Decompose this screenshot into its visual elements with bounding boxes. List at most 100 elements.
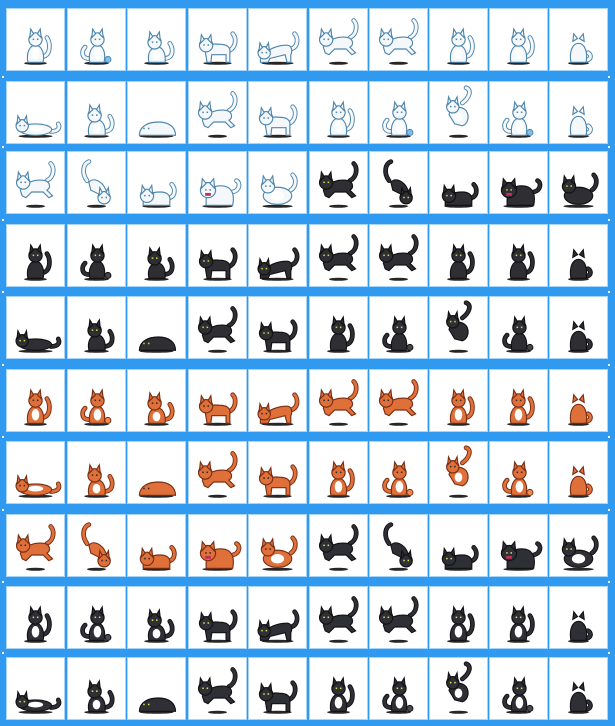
sprite-cell-orange-leap [6, 514, 65, 577]
sprite-cell-orange-walk [248, 441, 307, 504]
cat-sprite [327, 676, 355, 714]
sprite-cell-tuxedo-sit-ball [489, 657, 548, 720]
cat-sprite [507, 243, 535, 281]
cat-sprite [198, 247, 238, 281]
sprite-cell-black-loaf [127, 296, 186, 359]
sprite-cell-black-sit-side [489, 224, 548, 287]
sprite-cell-tuxedo-walk [188, 586, 247, 649]
cat-sprite [383, 159, 413, 208]
cat-sprite [24, 388, 52, 426]
cat-sprite [447, 27, 475, 65]
sprite-cell-orange-sit-back [549, 369, 608, 432]
cat-sprite [258, 464, 298, 498]
sprite-cell-black-spin [429, 296, 488, 359]
sprite-cell-white-walk [248, 81, 307, 144]
sprite-cell-white-loaf [127, 81, 186, 144]
sprite-cell-orange-crouch [127, 514, 186, 577]
sprite-cell-tuxedo-walk [248, 657, 307, 720]
sprite-cell-orange-sit-back [549, 441, 608, 504]
cat-sprite [568, 393, 593, 426]
cat-sprite [446, 661, 472, 714]
cat-sprite [24, 27, 52, 65]
sprite-cell-tuxedo-stretch [248, 586, 307, 649]
sprite-cell-black-hiss [489, 151, 548, 214]
sprite-cell-white-jump [309, 8, 368, 71]
sprite-cell-black-sit-tall [6, 224, 65, 287]
sprite-cell-white-sit-play [67, 8, 126, 71]
sprite-cell-tuxedo-lie-belly [6, 657, 65, 720]
cat-sprite [446, 300, 472, 353]
cat-sprite [197, 451, 238, 498]
cat-sprite [198, 609, 238, 643]
sprite-cell-black-sit-back [549, 296, 608, 359]
sprite-cell-orange-jump [309, 369, 368, 432]
cat-sprite [446, 445, 472, 498]
sprite-cell-black-sit-tail [67, 296, 126, 359]
sprite-cell-black-sit-ball [489, 296, 548, 359]
cat-sprite [260, 535, 298, 571]
cat-sprite [81, 159, 111, 208]
sprite-cell-white-sit-tail [67, 81, 126, 144]
cat-sprite [257, 247, 300, 281]
sprite-cell-black-sit-play [369, 296, 428, 359]
cat-sprite [15, 161, 56, 208]
cat-sprite [80, 605, 112, 643]
cat-sprite [139, 182, 177, 208]
sprite-cell-black-leap [309, 151, 368, 214]
cat-sprite [144, 391, 175, 426]
cat-sprite [318, 161, 359, 208]
gutter-dot [2, 436, 4, 438]
sprite-cell-white-sit-tall [6, 8, 65, 71]
sprite-cell-white-stretch [248, 8, 307, 71]
sprite-cell-white-sit-back [549, 81, 608, 144]
sprite-cell-white-lie-belly [6, 81, 65, 144]
sprite-cell-black-sit-front [429, 224, 488, 287]
sprite-cell-white-walk [188, 8, 247, 71]
cat-sprite [507, 27, 535, 65]
cat-sprite [80, 243, 112, 281]
cat-sprite [327, 460, 355, 498]
gutter-dot [2, 146, 4, 148]
cat-sprite [561, 535, 599, 571]
cat-sprite [318, 524, 359, 571]
sprite-cell-white-crouch [127, 151, 186, 214]
cat-sprite [327, 100, 355, 138]
gutter-dot [2, 364, 4, 366]
cat-sprite [568, 681, 593, 714]
sprite-cell-tuxedo-crouch [429, 514, 488, 577]
sprite-cell-black-leap-high [369, 151, 428, 214]
cat-sprite [258, 104, 298, 138]
gutter-dot [608, 652, 610, 654]
sprite-cell-white-leap-high [67, 151, 126, 214]
cat-sprite [257, 31, 300, 65]
cat-sprite [378, 596, 419, 643]
sprite-cell-white-sit-lick [127, 8, 186, 71]
sprite-cell-orange-sit-front [429, 369, 488, 432]
cat-sprite [446, 85, 472, 138]
sprite-cell-white-leap [369, 8, 428, 71]
cat-sprite [383, 522, 413, 571]
cat-sprite [568, 248, 593, 281]
sprite-cell-white-leap [6, 151, 65, 214]
sprite-cell-white-sit-side [489, 8, 548, 71]
cat-sprite [24, 605, 52, 643]
cat-sprite [197, 91, 238, 138]
cat-sprite [15, 113, 62, 138]
cat-sprite [84, 679, 115, 714]
cat-sprite [507, 605, 535, 643]
sprite-cell-orange-sit-side [489, 369, 548, 432]
cat-sprite [138, 336, 177, 353]
sprite-cell-orange-spin [429, 441, 488, 504]
gutter-dot [608, 76, 610, 78]
gutter-dot [2, 509, 4, 511]
sprite-cell-black-sit-back [549, 224, 608, 287]
sprite-cell-white-sit-ball [489, 81, 548, 144]
gutter-dot [608, 436, 610, 438]
sprite-cell-tuxedo-roll [549, 514, 608, 577]
cat-sprite [197, 667, 238, 714]
cat-sprite [318, 18, 359, 65]
sprite-cell-orange-lie-belly [6, 441, 65, 504]
sprite-cell-orange-sit-tail [67, 441, 126, 504]
cat-sprite [84, 318, 115, 353]
sprite-cell-white-sit-front [309, 81, 368, 144]
